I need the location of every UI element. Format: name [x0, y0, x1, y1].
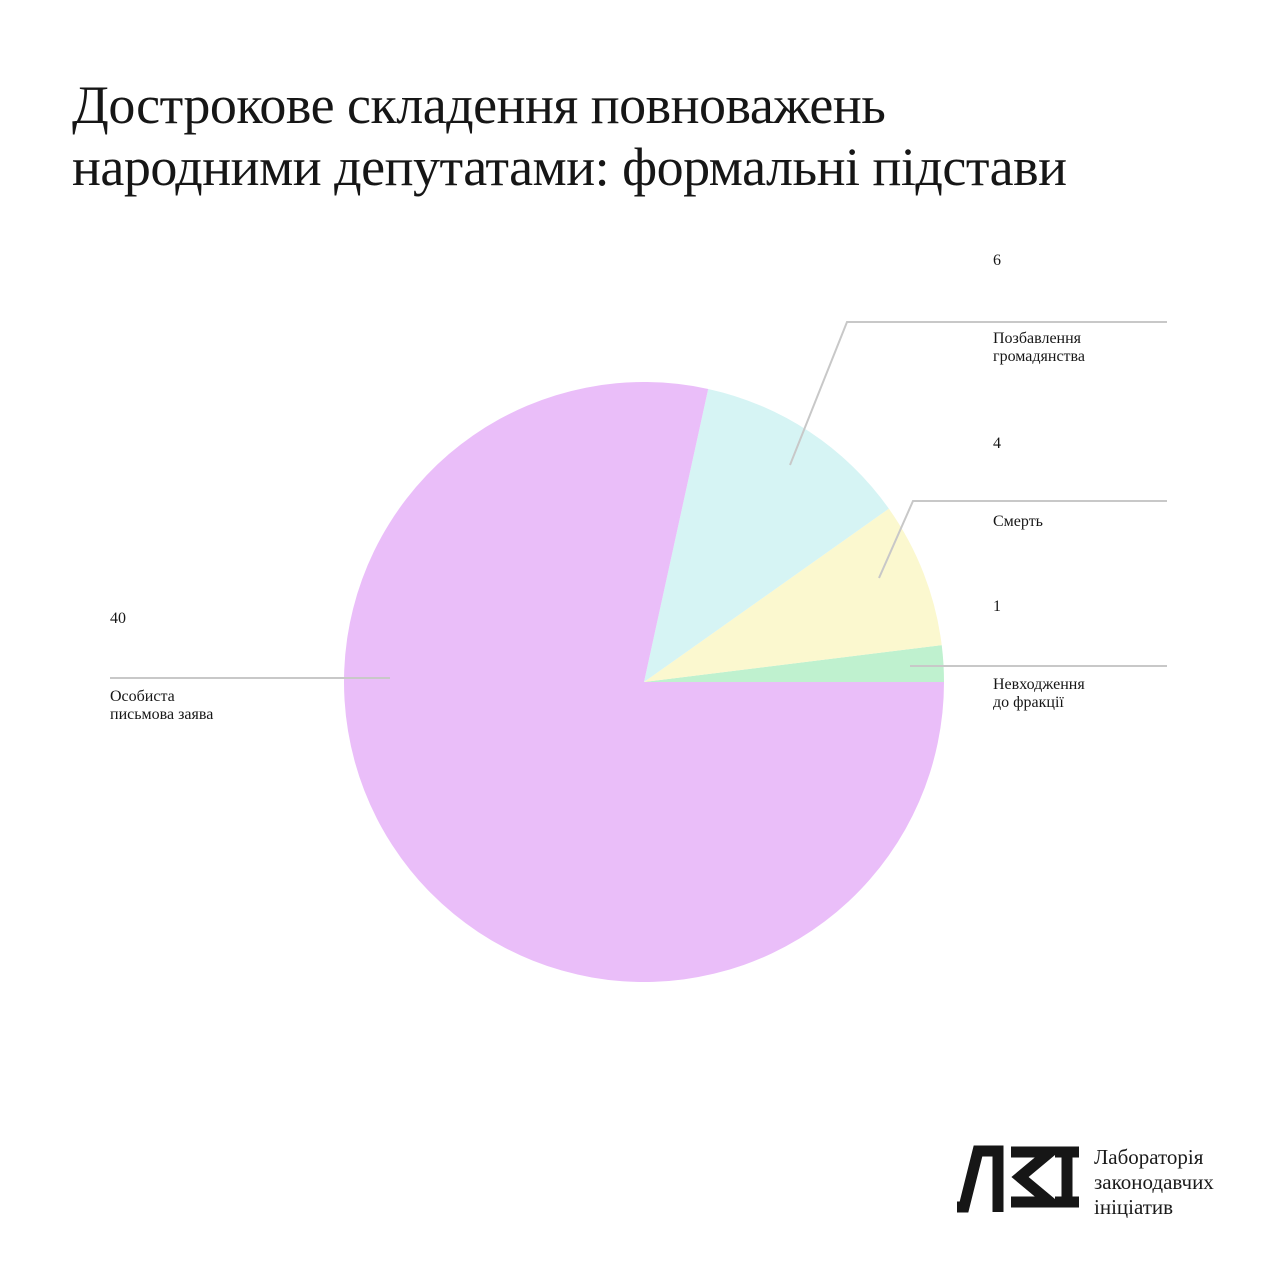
callout-value-faction: 1 [993, 598, 1001, 615]
callout-value-death: 4 [993, 435, 1001, 452]
callout-label-statement-line1: Особиста [110, 688, 175, 705]
pie-slice-4 [344, 382, 945, 983]
organization-name: Лабораторія законодавчих ініціатив [1094, 1144, 1214, 1220]
callout-label-faction-line2: до фракції [993, 694, 1064, 711]
organization-name-line1: Лабораторія [1094, 1145, 1204, 1169]
callout-label-statement-line2: письмова заява [110, 706, 214, 723]
callout-label-faction-line1: Невходження [993, 676, 1085, 693]
pie-slice-3 [644, 388, 889, 682]
callout-label-death: Смерть [993, 513, 1253, 531]
leader-line-4 [878, 500, 1167, 579]
lzi-monogram-icon [957, 1145, 1079, 1213]
callout-label-faction: Невходження до фракції [993, 676, 1253, 712]
pie-slice-2 [644, 508, 942, 682]
pie-slices [344, 382, 945, 983]
organization-logo: Лабораторія законодавчих ініціатив [956, 1144, 1214, 1220]
leader-line-6 [789, 321, 1167, 466]
chart-title-line1: Дострокове складення повноважень [72, 75, 886, 135]
chart-title: Дострокове складення повноважень народни… [72, 74, 1067, 198]
callout-label-citizenship-line1: Позбавлення [993, 330, 1082, 347]
callout-label-citizenship-line2: громадянства [993, 348, 1085, 365]
chart-title-line2: народними депутатами: формальні підстави [72, 137, 1067, 197]
callout-label-death-line1: Смерть [993, 513, 1043, 530]
callout-value-citizenship: 6 [993, 252, 1001, 269]
callout-value-statement: 40 [110, 610, 126, 627]
pie-slice-1 [644, 645, 944, 682]
organization-name-line2: законодавчих [1094, 1170, 1214, 1194]
callout-label-citizenship: Позбавлення громадянства [993, 330, 1253, 366]
organization-name-line3: ініціатив [1094, 1195, 1174, 1219]
callout-label-statement: Особиста письмова заява [110, 688, 410, 724]
